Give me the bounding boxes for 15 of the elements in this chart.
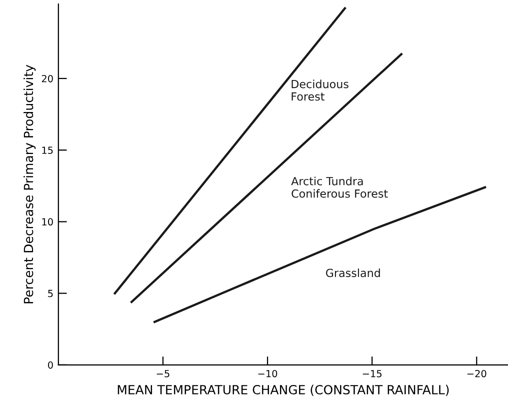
x-tick-label: −5 [156,370,170,378]
y-tick-label: 5 [48,290,53,298]
series-label: Arctic Tundra Coniferous Forest [291,176,388,198]
y-axis-title: Percent Decrease Primary Productivity [24,64,36,304]
x-tick-label: −10 [258,370,278,378]
y-tick-label: 0 [48,361,53,369]
y-tick-label: 10 [42,218,53,226]
x-tick-label: −20 [467,370,486,378]
series-label: Grassland [326,268,380,278]
x-axis-title: MEAN TEMPERATURE CHANGE (CONSTANT RAINFALL) [118,384,449,396]
x-tick-label: −15 [362,370,382,378]
y-tick-label: 15 [42,146,53,154]
y-tick-label: 20 [42,74,53,82]
line-series [154,186,486,324]
series-label: Deciduous Forest [292,80,348,101]
